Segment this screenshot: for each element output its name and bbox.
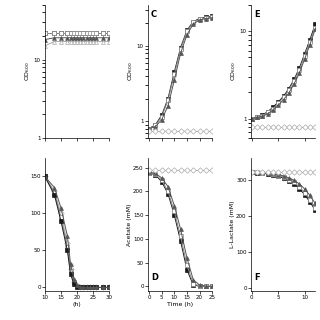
Y-axis label: L-Lactate (mM): L-Lactate (mM) <box>230 201 235 248</box>
Text: D: D <box>151 273 158 282</box>
X-axis label: (h): (h) <box>73 302 81 307</box>
Y-axis label: OD$_{600}$: OD$_{600}$ <box>229 61 238 81</box>
Y-axis label: Acetate (mM): Acetate (mM) <box>127 203 132 246</box>
Text: E: E <box>254 10 260 19</box>
Y-axis label: OD$_{600}$: OD$_{600}$ <box>126 61 135 81</box>
Text: C: C <box>151 10 157 19</box>
Text: F: F <box>254 273 260 282</box>
X-axis label: Time (h): Time (h) <box>167 302 193 307</box>
Y-axis label: OD$_{600}$: OD$_{600}$ <box>23 61 32 81</box>
